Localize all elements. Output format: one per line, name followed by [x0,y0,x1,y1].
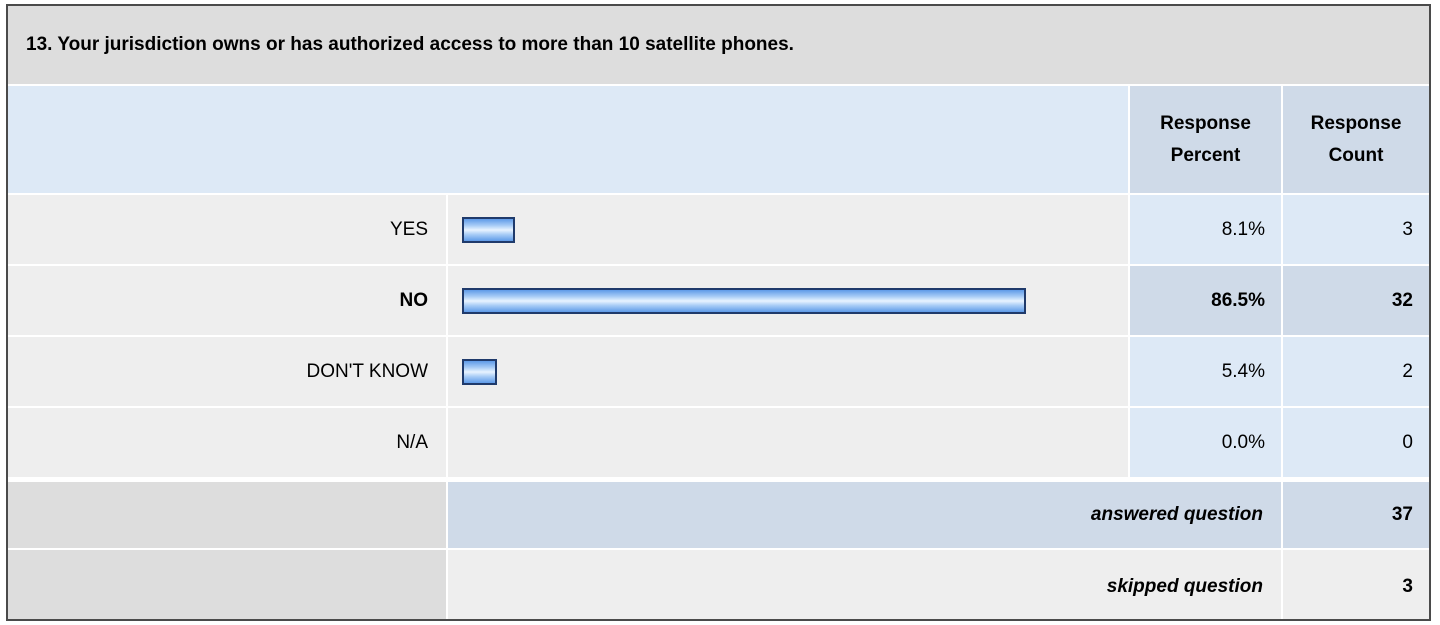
answer-label: DON'T KNOW [8,337,446,406]
bar-cell [448,408,1128,477]
response-percent: 0.0% [1130,408,1281,477]
response-percent-header-line2: Percent [1170,144,1241,166]
answer-label: N/A [8,408,446,477]
response-percent: 8.1% [1130,195,1281,264]
response-count: 2 [1283,337,1429,406]
response-bar [462,217,515,243]
response-bar [462,359,497,385]
response-percent: 5.4% [1130,337,1281,406]
skipped-question-label: skipped question [448,550,1281,619]
response-count-header: Response Count [1283,86,1429,193]
response-count: 3 [1283,195,1429,264]
question-title: 13. Your jurisdiction owns or has author… [8,6,1429,84]
response-percent-header: Response Percent [1130,86,1281,193]
response-percent: 86.5% [1130,266,1281,335]
answer-label: YES [8,195,446,264]
response-count-header-line1: Response [1310,112,1402,134]
response-count: 0 [1283,408,1429,477]
summary-spacer-answered [8,482,446,548]
bar-cell [448,337,1128,406]
response-bar [462,288,1026,314]
survey-question-table: 13. Your jurisdiction owns or has author… [6,4,1431,621]
answered-question-value: 37 [1283,482,1429,548]
answered-question-label: answered question [448,482,1281,548]
bar-cell [448,266,1128,335]
answer-label: NO [8,266,446,335]
response-count: 32 [1283,266,1429,335]
response-count-header-line2: Count [1328,144,1384,166]
header-spacer [8,86,1128,193]
response-percent-header-line1: Response [1160,112,1251,134]
bar-cell [448,195,1128,264]
skipped-question-value: 3 [1283,550,1429,619]
summary-spacer-skipped [8,550,446,619]
